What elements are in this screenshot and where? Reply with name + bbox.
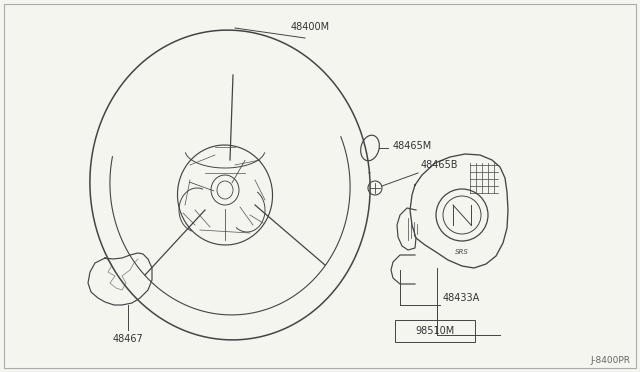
Text: 98510M: 98510M	[415, 326, 454, 336]
Text: SRS: SRS	[455, 249, 469, 255]
Text: 48465M: 48465M	[393, 141, 432, 151]
Bar	[395, 320, 475, 342]
Text: 48465B: 48465B	[421, 160, 458, 170]
Text: 48400M: 48400M	[291, 22, 330, 32]
Text: 48433A: 48433A	[443, 293, 480, 303]
Text: J-8400PR: J-8400PR	[590, 356, 630, 365]
Text: 48467: 48467	[113, 334, 143, 344]
